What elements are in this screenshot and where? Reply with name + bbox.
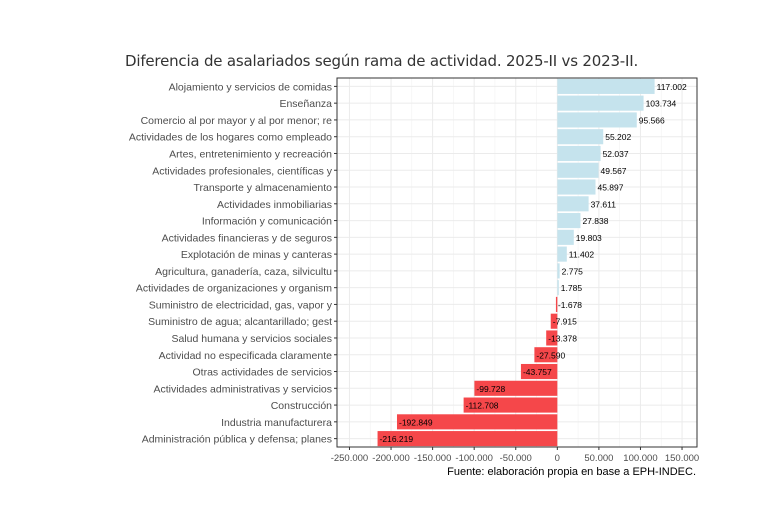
y-tick-label: Industria manufacturera xyxy=(221,417,332,429)
data-label: 103.734 xyxy=(646,99,677,109)
y-tick-label: Actividades financieras y de seguros xyxy=(162,232,332,244)
y-tick-label: Agricultura, ganadería, caza, silvicultu xyxy=(155,266,332,278)
data-label: 55.202 xyxy=(605,132,631,142)
data-label: -43.757 xyxy=(523,367,552,377)
bar xyxy=(557,95,644,111)
y-tick-label: Actividades de organizaciones y organism xyxy=(136,283,332,295)
x-tick-label: -250.000 xyxy=(331,453,369,464)
x-tick-label: -200.000 xyxy=(372,453,410,464)
data-label: 1.785 xyxy=(561,283,583,293)
bar xyxy=(557,179,596,195)
y-tick-label: Administración pública y defensa; planes xyxy=(142,434,332,446)
data-label: 19.803 xyxy=(576,233,602,243)
chart-caption: Fuente: elaboración propia en base a EPH… xyxy=(447,466,696,478)
data-label: -192.849 xyxy=(399,417,433,427)
bar xyxy=(555,296,558,312)
data-label: 49.567 xyxy=(601,166,627,176)
y-tick-label: Actividad no especificada claramente xyxy=(159,350,333,362)
data-label: 11.402 xyxy=(569,250,595,260)
data-label: 2.775 xyxy=(562,266,584,276)
y-tick-label: Suministro de electricidad, gas, vapor y xyxy=(149,299,333,311)
y-tick-label: Comercio al por mayor y al por menor; re xyxy=(141,115,333,127)
bar xyxy=(557,129,604,145)
y-tick-label: Información y comunicación xyxy=(202,216,332,228)
data-label: -112.708 xyxy=(466,401,499,411)
y-tick-label: Salud humana y servicios sociales xyxy=(172,333,333,345)
data-label: 95.566 xyxy=(639,115,665,125)
y-tick-label: Suministro de agua; alcantarillado; gest xyxy=(148,316,332,328)
y-tick-label: Transporte y almacenamiento xyxy=(193,182,332,194)
bar xyxy=(534,347,558,363)
bar xyxy=(546,330,558,346)
data-label: -27.590 xyxy=(536,350,565,360)
y-tick-label: Artes, entretenimiento y recreación xyxy=(169,148,332,160)
bar xyxy=(557,145,601,162)
data-label: 117.002 xyxy=(657,82,687,92)
bar xyxy=(520,363,558,380)
data-label: -7.915 xyxy=(553,317,577,327)
y-tick-label: Enseñanza xyxy=(279,98,332,110)
x-tick-label: 0 xyxy=(555,453,560,464)
bar xyxy=(557,263,560,279)
data-label: 45.897 xyxy=(597,183,623,193)
x-tick-label: -50.000 xyxy=(500,453,532,464)
bar xyxy=(474,380,558,396)
bar xyxy=(557,196,589,212)
y-tick-label: Actividades de los hogares como empleado xyxy=(129,132,332,144)
x-tick-label: 150.000 xyxy=(665,453,699,464)
bar xyxy=(557,246,567,262)
y-tick-label: Actividades administrativas y servicios xyxy=(153,383,332,395)
x-tick-label: -150.000 xyxy=(414,453,452,464)
data-label: 37.611 xyxy=(591,199,617,209)
y-tick-label: Actividades inmobiliarias xyxy=(217,199,332,211)
x-tick-label: 50.000 xyxy=(584,453,613,464)
bar xyxy=(557,229,574,245)
plot-border xyxy=(336,77,698,448)
bar xyxy=(557,162,599,178)
x-tick-label: 100.000 xyxy=(623,453,657,464)
bar xyxy=(396,414,558,430)
bar xyxy=(557,112,637,128)
data-label: 52.037 xyxy=(603,149,629,159)
y-tick-label: Actividades profesionales, científicas y xyxy=(152,165,333,177)
x-tick-label: -100.000 xyxy=(455,453,493,464)
data-label: -99.728 xyxy=(476,384,505,394)
bar xyxy=(557,280,559,296)
data-label: -13.378 xyxy=(548,333,577,343)
y-tick-label: Alojamiento y servicios de comidas xyxy=(169,81,332,93)
chart-title: Diferencia de asalariados según rama de … xyxy=(125,52,639,70)
bar xyxy=(557,213,581,229)
bar xyxy=(463,397,558,413)
y-tick-label: Construcción xyxy=(271,400,332,412)
y-tick-label: Explotación de minas y canteras xyxy=(181,249,332,261)
bar xyxy=(557,78,655,94)
y-tick-label: Otras actividades de servicios xyxy=(193,367,332,379)
bar xyxy=(377,431,558,447)
data-label: -216.219 xyxy=(380,434,414,444)
bar xyxy=(550,313,558,329)
data-label: -1.678 xyxy=(558,300,582,310)
data-label: 27.838 xyxy=(582,216,608,226)
